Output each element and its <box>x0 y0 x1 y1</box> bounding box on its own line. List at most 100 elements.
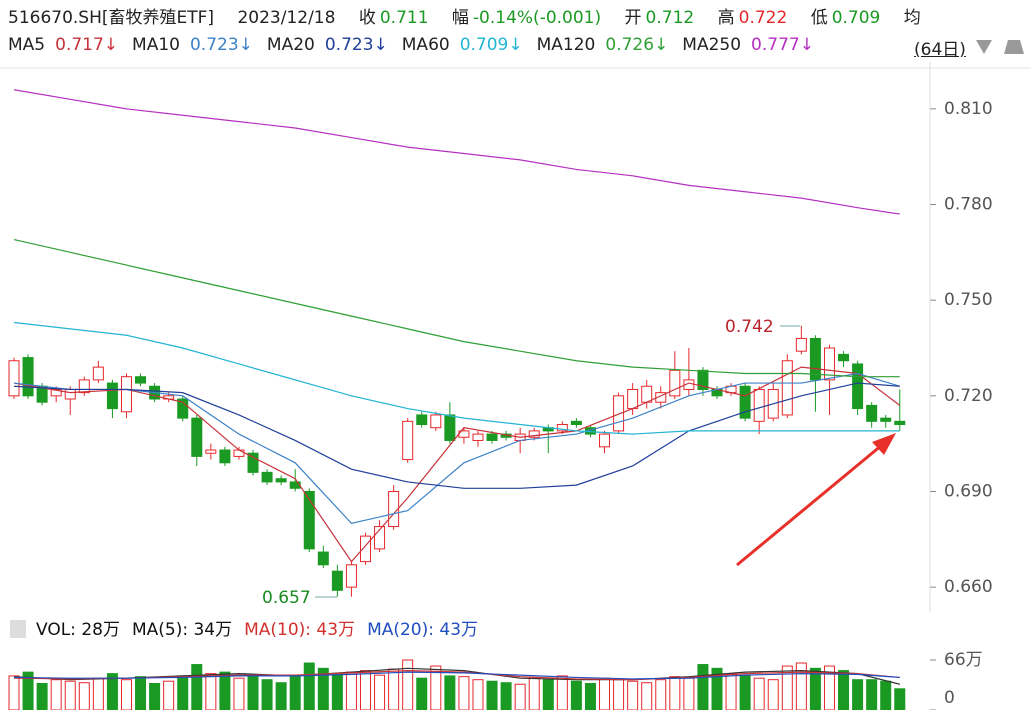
y-tick-label: 0.660 <box>944 577 993 597</box>
candle-body <box>92 366 104 381</box>
candle-body <box>809 337 821 381</box>
volume-bar <box>584 682 596 710</box>
candle-body <box>191 417 203 457</box>
y-tick-label: 0.780 <box>944 195 993 215</box>
avg-label: 均 <box>903 8 921 28</box>
volume-bar <box>823 665 835 710</box>
volume-bar <box>683 677 695 710</box>
candle-body <box>823 347 835 381</box>
candle-body <box>50 388 62 397</box>
dropdown-icon[interactable] <box>976 40 992 54</box>
volume-bar <box>514 683 526 710</box>
volume-bar <box>78 682 90 710</box>
candle-body <box>613 395 625 432</box>
volume-legend-item: MA(10): 43万 <box>244 620 355 640</box>
volume-bar <box>247 675 259 710</box>
candle-body <box>345 564 357 588</box>
low-value: 0.709 <box>831 8 881 28</box>
close-label: 收 <box>358 8 376 28</box>
ma-legend-name: MA250 <box>682 35 742 55</box>
volume-bar <box>500 682 512 710</box>
lock-icon[interactable] <box>1004 40 1024 54</box>
volume-bar <box>458 676 470 710</box>
low-annotation: 0.657 <box>262 588 311 608</box>
candle-body <box>641 385 653 403</box>
ma-legend-name: MA120 <box>536 35 596 55</box>
volume-bar <box>613 679 625 710</box>
volume-bar <box>669 676 681 710</box>
volume-bar <box>191 664 203 710</box>
candle-body <box>570 420 582 426</box>
change-value: -0.14%(-0.001) <box>472 8 602 28</box>
volume-ma-line <box>13 671 900 680</box>
candle-body <box>8 360 20 397</box>
volume-bar <box>570 680 582 710</box>
ma-legend-value: 0.777↓ <box>751 35 814 55</box>
candle-body <box>430 414 442 429</box>
candle-body <box>275 478 287 483</box>
y-tick-label: 0.810 <box>944 99 993 119</box>
candle-body <box>528 430 540 438</box>
volume-legend-item: MA(5): 34万 <box>132 620 232 640</box>
volume-bar <box>866 679 878 710</box>
volume-bar <box>50 679 62 710</box>
volume-bar <box>444 675 456 710</box>
volume-bar <box>627 680 639 710</box>
candle-body <box>303 490 315 550</box>
candle-body <box>627 388 639 410</box>
volume-bar <box>767 679 779 710</box>
volume-bar <box>852 679 864 710</box>
candle-body <box>247 452 259 473</box>
candle-body <box>486 433 498 441</box>
volume-bar <box>388 668 400 710</box>
period-selector[interactable]: (64日) <box>914 40 966 60</box>
ma-legend-name: MA10 <box>132 35 180 55</box>
volume-bar <box>880 680 892 710</box>
volume-legend: VOL: 28万 MA(5): 34万 MA(10): 43万 MA(20): 43万 <box>36 620 478 640</box>
volume-bar <box>289 676 301 710</box>
volume-bar <box>36 682 48 710</box>
candle-body <box>556 424 568 432</box>
candle-body <box>599 433 611 448</box>
ma-legend-name: MA20 <box>266 35 315 55</box>
ma-legend-value: 0.723↓ <box>324 35 388 55</box>
symbol: 516670.SH[畜牧养殖ETF] <box>8 8 215 28</box>
candle-body <box>866 404 878 422</box>
volume-bar <box>641 682 653 710</box>
candle-body <box>655 392 667 403</box>
high-label: 高 <box>717 8 735 28</box>
high-annotation: 0.742 <box>725 317 774 337</box>
candle-body <box>795 337 807 352</box>
ma-legend-value: 0.709↓ <box>459 35 523 55</box>
ma-legend-name: MA60 <box>401 35 450 55</box>
volume-bar <box>331 673 343 710</box>
change-label: 幅 <box>451 8 469 28</box>
volume-header-bg <box>0 612 1031 648</box>
candle-body <box>880 417 892 422</box>
volume-settings-icon[interactable] <box>10 620 26 638</box>
candle-body <box>697 369 709 390</box>
volume-bar <box>486 680 498 710</box>
y-tick-label: 0.690 <box>944 481 993 501</box>
candle-body <box>753 388 765 422</box>
ma-line <box>13 321 900 435</box>
volume-bar <box>303 662 315 710</box>
candle-body <box>233 449 245 457</box>
ma-legend: MA5 0.717↓ MA10 0.723↓ MA20 0.723↓ MA60 0.709↓ M… <box>8 35 818 55</box>
volume-bar <box>64 680 76 710</box>
ma-legend-value: 0.726↓ <box>605 35 669 55</box>
volume-bar <box>753 677 765 710</box>
volume-bar <box>92 677 104 710</box>
volume-bar <box>22 671 34 710</box>
volume-bar <box>542 679 554 710</box>
volume-bar <box>739 675 751 710</box>
volume-bar <box>163 680 175 710</box>
volume-tick-label: 66万 <box>944 650 983 670</box>
close-value: 0.711 <box>379 8 429 28</box>
candle-body <box>205 449 217 454</box>
candle-body <box>402 420 414 461</box>
date: 2023/12/18 <box>237 8 336 28</box>
ma-line <box>13 239 900 378</box>
